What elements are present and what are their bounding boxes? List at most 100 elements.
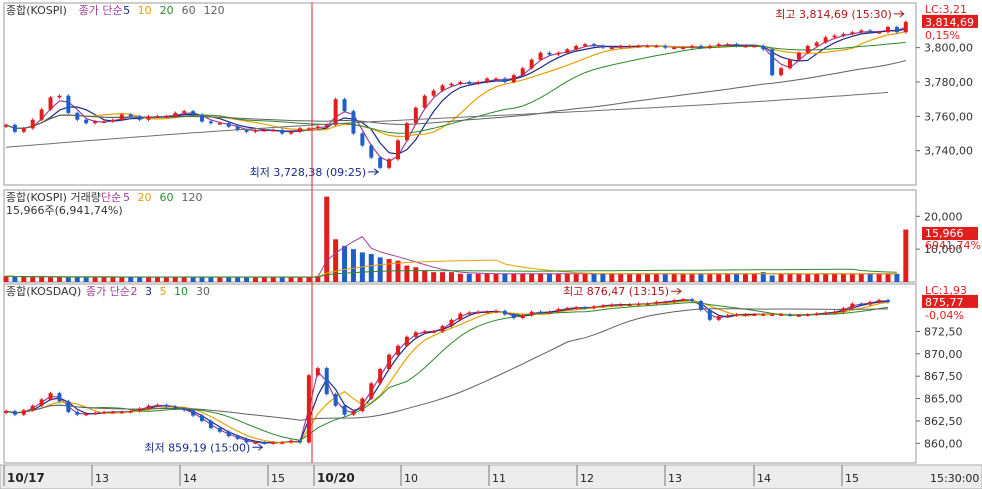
candle-body	[39, 399, 44, 406]
volume-bar	[137, 277, 143, 282]
legend-entry: 20	[138, 191, 152, 204]
candle-body	[841, 308, 846, 312]
volume-bar	[796, 273, 802, 282]
volume-bar	[261, 277, 267, 282]
volume-bar	[734, 273, 740, 282]
volume-bar	[546, 273, 552, 282]
legend-entry: 5	[123, 4, 130, 17]
volume-bar	[493, 273, 499, 282]
legend-entry: 120	[204, 4, 225, 17]
candle-body	[654, 301, 659, 304]
candle-body	[57, 393, 62, 402]
candle-body	[298, 128, 302, 132]
candle-body	[618, 304, 623, 307]
volume-bar	[92, 277, 98, 282]
legend-entry: 3	[145, 285, 152, 298]
candle-body	[877, 32, 882, 34]
volume-last-label: 15,966	[925, 227, 964, 240]
volume-bar	[903, 229, 909, 282]
candle-body	[351, 411, 356, 415]
high-arrow	[893, 10, 905, 18]
x-tick-label: 15	[845, 472, 859, 485]
candle-body	[761, 45, 766, 50]
volume-bar	[226, 277, 232, 282]
candle-body	[458, 81, 463, 84]
volume-bar	[644, 273, 650, 282]
candle-body	[333, 99, 338, 125]
volume-bar	[858, 273, 864, 282]
candle-body	[752, 45, 757, 48]
candle-body	[298, 440, 302, 443]
volume-last-pct: 6941,74%	[925, 239, 981, 252]
volume-bar	[199, 277, 205, 282]
volume-bar	[12, 276, 18, 282]
candle-body	[698, 45, 703, 48]
volume-bar	[413, 267, 419, 282]
candle-body	[333, 394, 338, 406]
volume-bar	[582, 273, 588, 282]
candle-body	[173, 406, 178, 409]
y-tick-label: 3,800,00	[924, 42, 973, 55]
volume-bar	[154, 277, 160, 282]
candle-body	[271, 442, 276, 444]
last-value-label: 875,77	[925, 296, 964, 309]
candle-body	[422, 331, 427, 333]
volume-bar	[30, 277, 36, 282]
candle-body	[137, 408, 142, 412]
y-tick-label: 20,000	[924, 210, 963, 223]
candle-body	[21, 128, 26, 132]
candle-body	[93, 121, 98, 124]
candle-body	[342, 405, 347, 415]
candle-body	[574, 45, 579, 50]
candle-body	[583, 44, 588, 46]
x-tick-label: 10/20	[317, 471, 355, 485]
volume-bar	[386, 259, 392, 282]
volume-bar	[342, 245, 348, 282]
legend-entry: 2	[131, 285, 138, 298]
candle-body	[93, 412, 98, 415]
candle-body	[850, 303, 855, 309]
candle-body	[182, 111, 187, 113]
legend-entry: 60	[182, 4, 196, 17]
volume-subtitle: 15,966주(6,941,74%)	[6, 204, 123, 217]
candle-body	[734, 314, 739, 316]
candle-body	[128, 411, 133, 413]
candle-body	[681, 47, 686, 50]
volume-bar	[56, 277, 62, 282]
candle-body	[565, 308, 570, 310]
candle-body	[235, 436, 240, 439]
candle-body	[280, 442, 285, 444]
volume-bar	[350, 249, 356, 282]
candle-body	[119, 114, 124, 120]
y-tick-label: 862,50	[924, 415, 963, 428]
x-tick-label: 14	[757, 472, 771, 485]
x-axis-bar	[0, 464, 982, 489]
candle-body	[645, 45, 650, 48]
candle-body	[529, 311, 534, 316]
volume-bar	[707, 273, 713, 282]
volume-bar	[787, 273, 793, 282]
legend-entry: 60	[160, 191, 174, 204]
candle-body	[877, 300, 882, 302]
candle-body	[627, 45, 632, 48]
legend-entry: 종가 단순	[79, 4, 123, 17]
candle-body	[66, 401, 71, 412]
candle-body	[903, 21, 908, 33]
candle-body	[191, 111, 196, 115]
legend-entry: 단순	[101, 191, 121, 204]
volume-bar	[653, 273, 659, 282]
candle-body	[360, 133, 365, 146]
candle-body	[164, 404, 169, 407]
candle-body	[850, 32, 855, 34]
y-tick-label: 865,00	[924, 393, 963, 406]
volume-bar	[814, 273, 820, 282]
candle-body	[119, 411, 124, 414]
candle-body	[476, 81, 481, 84]
x-tick-label: 13	[668, 472, 682, 485]
candle-body	[262, 130, 267, 132]
volume-bar	[698, 273, 704, 282]
candle-body	[725, 44, 730, 46]
y-tick-label: 3,780,00	[924, 76, 973, 89]
x-tick-label: 13	[95, 472, 109, 485]
